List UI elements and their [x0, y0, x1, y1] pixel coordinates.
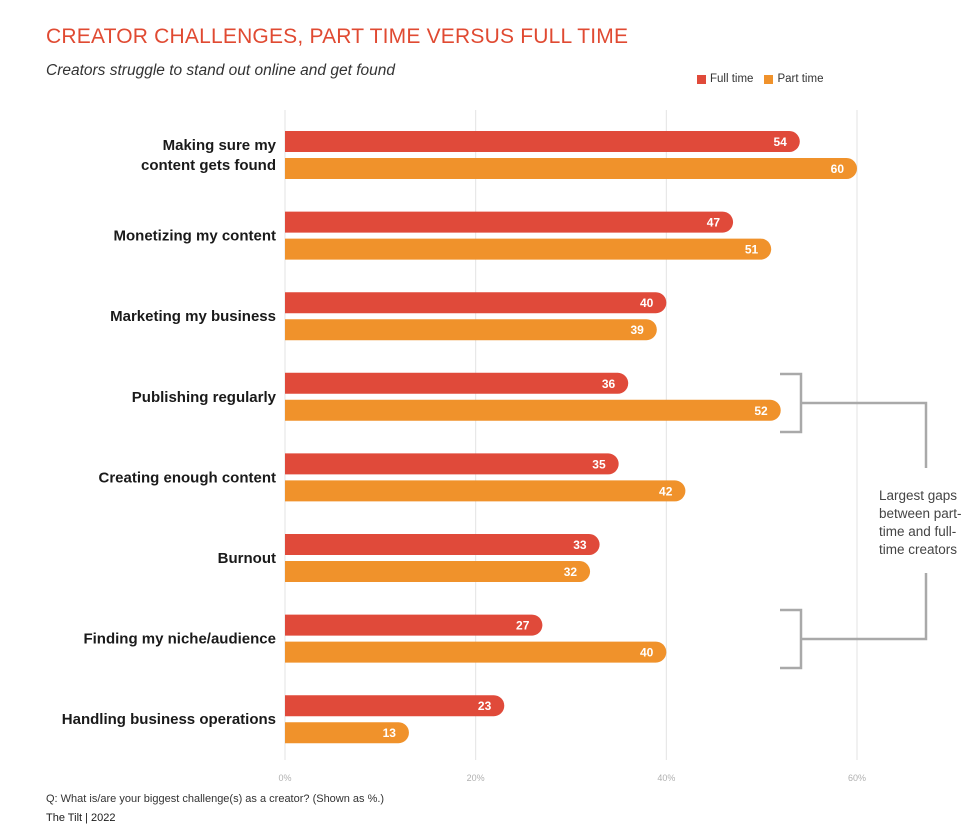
bar-part-time — [285, 722, 409, 744]
x-tick-label: 60% — [848, 773, 866, 783]
legend: Full time Part time — [697, 73, 834, 85]
legend-item-part-time: Part time — [764, 73, 823, 85]
bar-part-time — [285, 158, 857, 179]
legend-label-part-time: Part time — [777, 73, 824, 85]
bar-value-label: 39 — [630, 323, 644, 337]
category-label: Creating enough content — [99, 469, 277, 486]
bar-full-time — [285, 534, 600, 555]
bar-full-time — [285, 131, 800, 152]
bar-part-time — [285, 480, 686, 502]
bar-full-time — [285, 453, 619, 475]
bar-value-label: 60 — [831, 162, 845, 176]
category-label: content gets found — [141, 157, 276, 174]
gap-annotation: Largest gaps between part-time and full-… — [868, 487, 977, 559]
bar-value-label: 35 — [592, 457, 606, 471]
category-label: Burnout — [218, 550, 276, 567]
bar-value-label: 27 — [516, 619, 530, 633]
bar-full-time — [285, 211, 734, 233]
chart-title: CREATOR CHALLENGES, PART TIME VERSUS FUL… — [46, 25, 629, 48]
x-tick-label: 0% — [278, 773, 291, 783]
bar-value-label: 40 — [640, 296, 654, 310]
bar-value-label: 40 — [640, 646, 654, 660]
bar-value-label: 51 — [745, 243, 759, 257]
gap-bracket-niche — [780, 608, 803, 670]
bar-part-time — [285, 319, 657, 341]
source-credit: The Tilt | 2022 — [46, 812, 116, 824]
bar-part-time — [285, 641, 667, 663]
bar-full-time — [285, 372, 629, 394]
legend-swatch-full-time — [697, 74, 706, 84]
category-label: Making sure my — [163, 137, 277, 154]
legend-label-full-time: Full time — [710, 73, 754, 85]
bar-part-time — [285, 561, 591, 582]
bar-value-label: 36 — [602, 377, 616, 391]
legend-item-full-time: Full time — [697, 73, 753, 85]
annotation-connector — [801, 573, 928, 641]
bar-value-label: 47 — [707, 216, 721, 230]
bar-value-label: 13 — [383, 726, 397, 740]
bar-full-time — [285, 614, 543, 636]
bar-value-label: 52 — [754, 404, 768, 418]
bar-value-label: 42 — [659, 484, 673, 498]
chart-subtitle: Creators struggle to stand out online an… — [46, 62, 395, 79]
bar-part-time — [285, 399, 781, 421]
bar-value-label: 54 — [773, 135, 787, 149]
bar-full-time — [285, 292, 667, 314]
gap-bracket-publishing — [780, 372, 803, 434]
bar-part-time — [285, 238, 772, 260]
bar-full-time — [285, 695, 505, 717]
x-tick-label: 40% — [657, 773, 675, 783]
bar-value-label: 33 — [573, 538, 587, 552]
annotation-connector — [801, 401, 928, 468]
bar-value-label: 32 — [564, 565, 578, 579]
category-label: Marketing my business — [110, 308, 276, 325]
legend-swatch-part-time — [764, 74, 774, 84]
category-label: Monetizing my content — [114, 228, 277, 245]
category-label: Publishing regularly — [132, 389, 277, 406]
bar-value-label: 23 — [478, 699, 492, 713]
category-label: Handling business operations — [62, 711, 276, 728]
footnote: Q: What is/are your biggest challenge(s)… — [46, 793, 385, 805]
x-tick-label: 20% — [467, 773, 485, 783]
category-label: Finding my niche/audience — [83, 631, 276, 648]
